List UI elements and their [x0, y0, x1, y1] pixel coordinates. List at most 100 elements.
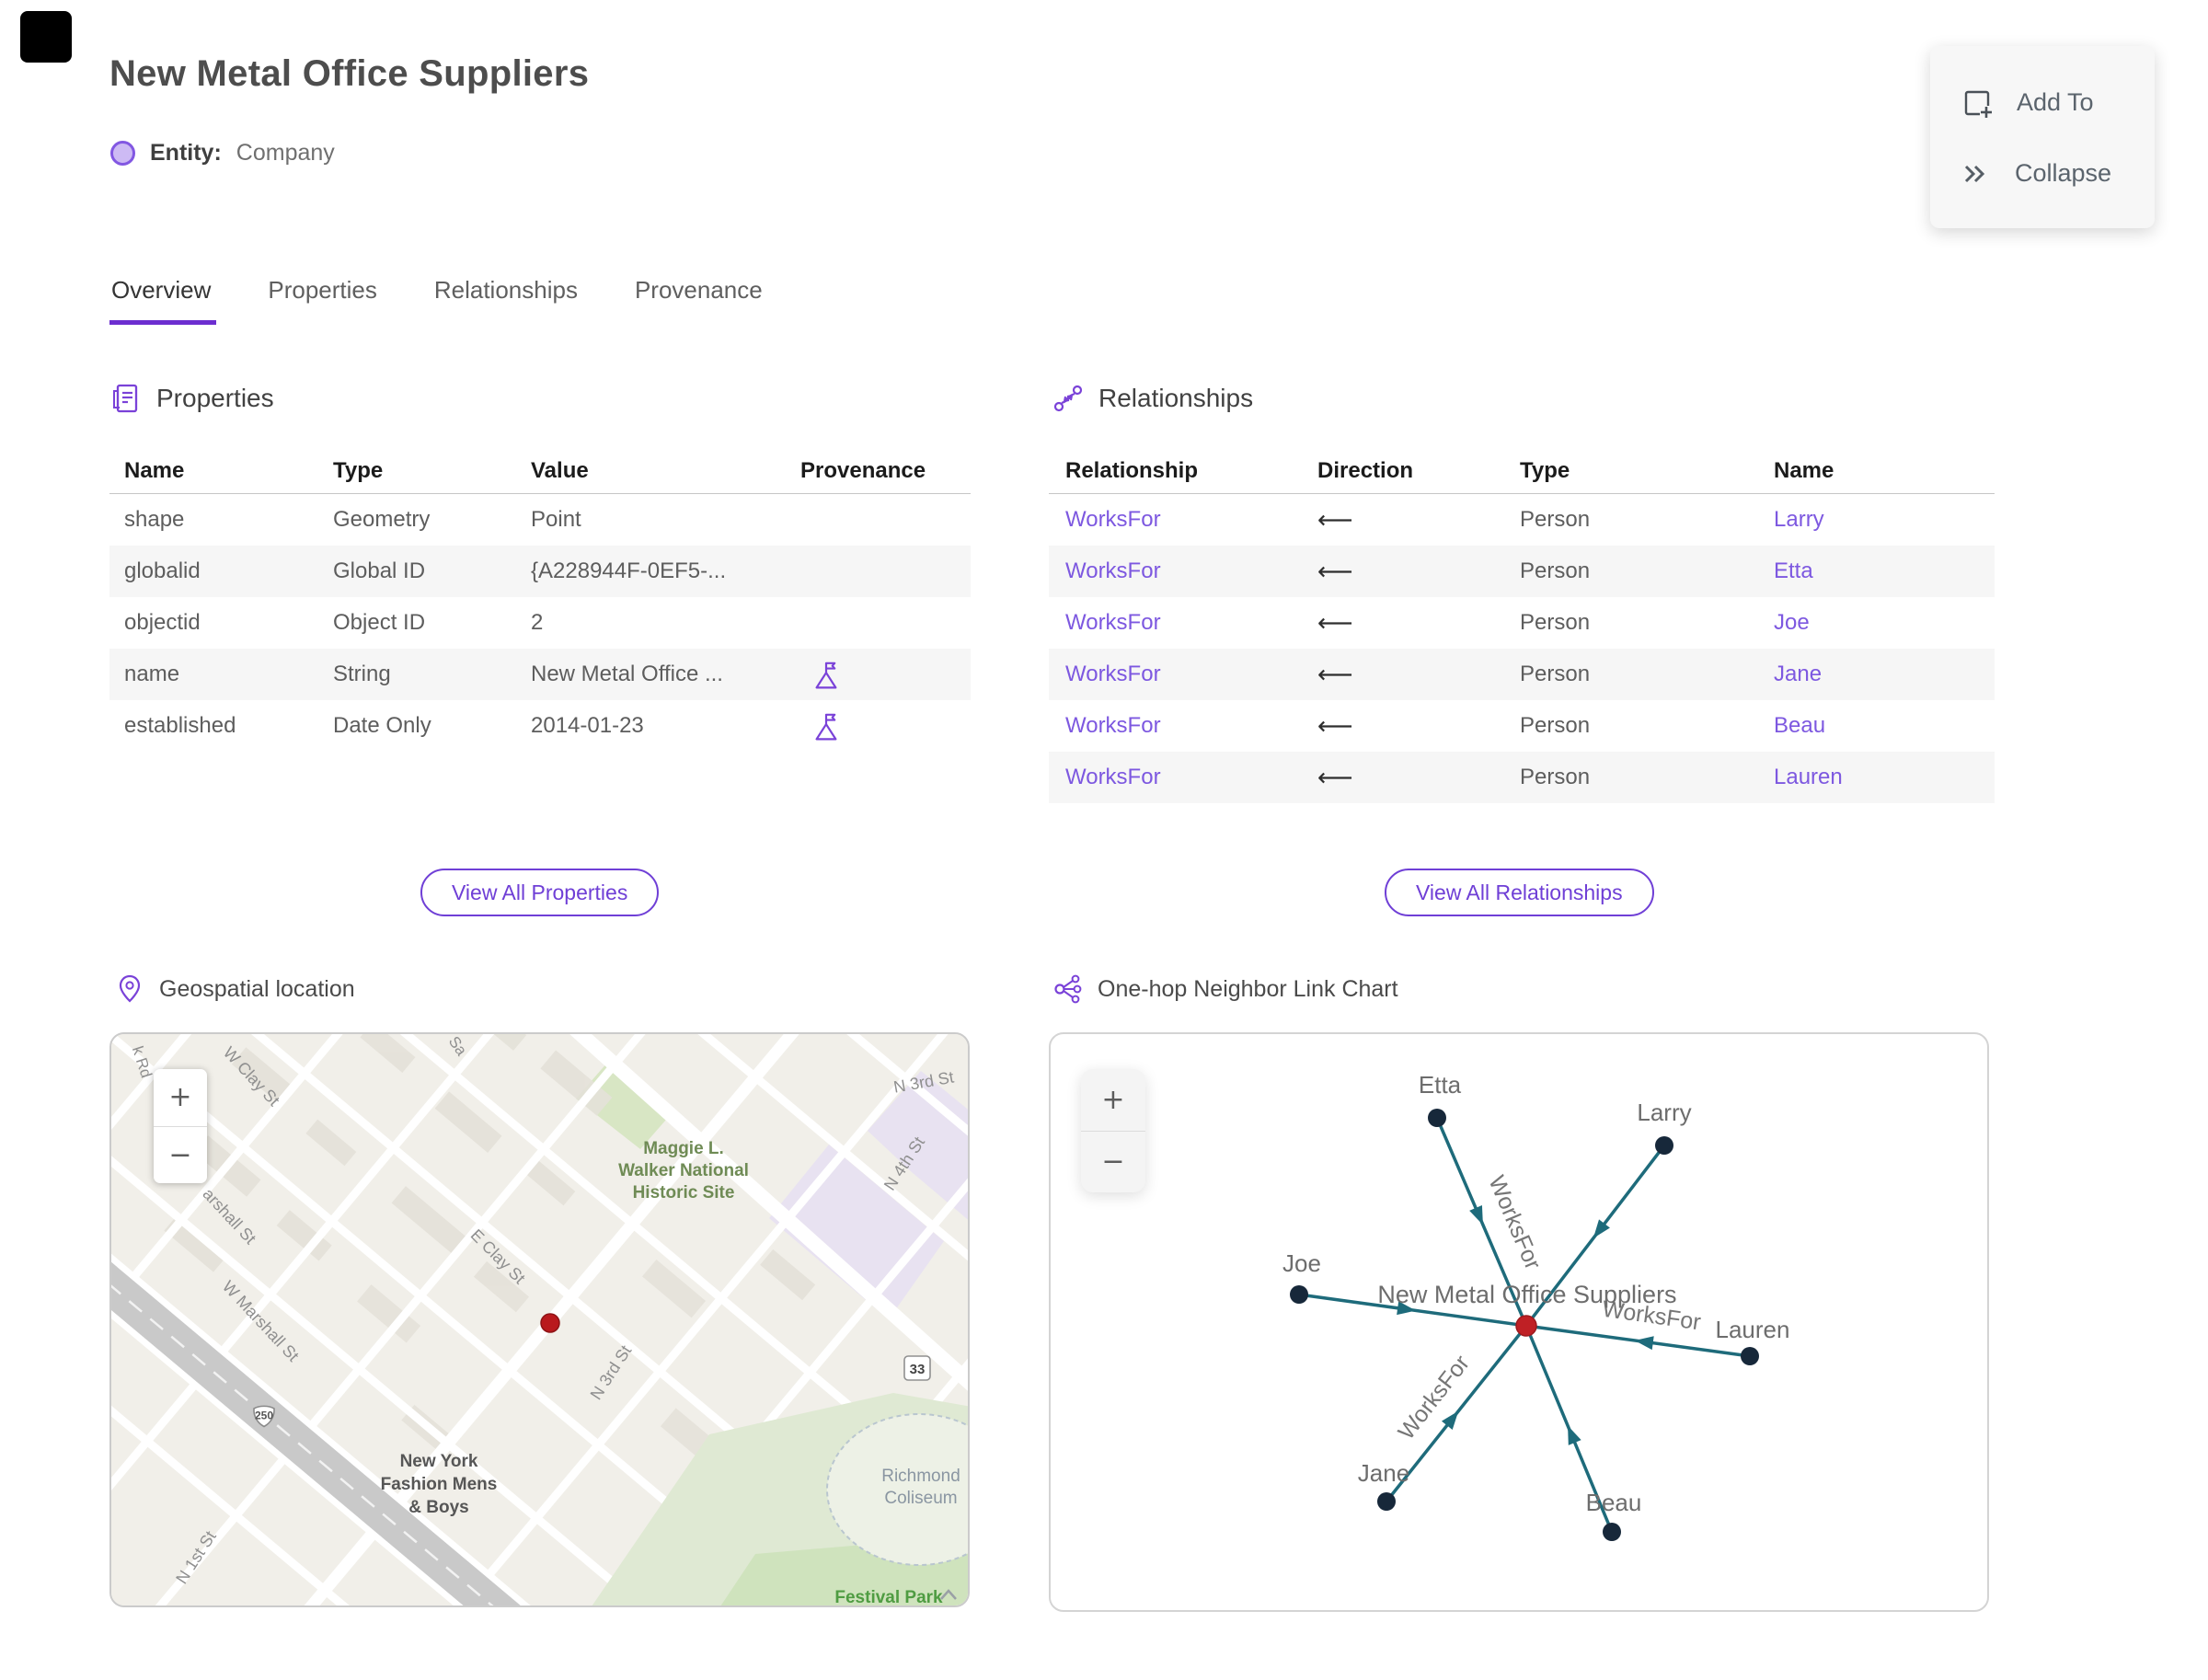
collapse-button[interactable]: Collapse	[1961, 159, 2155, 188]
entity-link[interactable]: Beau	[1774, 713, 1826, 738]
svg-text:Walker National: Walker National	[618, 1161, 749, 1180]
chart-zoom-control: + −	[1081, 1069, 1145, 1192]
entity-label: Entity:	[150, 140, 222, 166]
property-type: Geometry	[333, 507, 431, 532]
relationships-table: Relationship Direction Type Name WorksFo…	[1049, 448, 1995, 803]
col-name: Name	[124, 457, 185, 483]
graph-node[interactable]	[1377, 1492, 1396, 1511]
link-chart[interactable]: WorksFor WorksFor WorksFor New Metal Office…	[1049, 1032, 1989, 1612]
tab-properties[interactable]: Properties	[268, 276, 377, 304]
node-label: Lauren	[1716, 1316, 1790, 1343]
map-zoom-in-button[interactable]: +	[168, 1081, 192, 1114]
relationship-row: WorksFor ⟵ Person Etta	[1049, 546, 1995, 597]
edge-arrowhead	[1634, 1336, 1654, 1351]
property-name: name	[124, 662, 180, 686]
property-value: 2	[531, 610, 544, 635]
entity-link[interactable]: Etta	[1774, 558, 1813, 583]
relationship-link[interactable]: WorksFor	[1065, 558, 1161, 583]
geospatial-map[interactable]: k Rd W Clay St Sa arshall St W Marshall St E …	[109, 1032, 970, 1607]
property-row: established Date Only 2014-01-23	[109, 700, 971, 752]
relationship-link[interactable]: WorksFor	[1065, 507, 1161, 532]
graph-node[interactable]	[1741, 1347, 1759, 1365]
tab-relationships[interactable]: Relationships	[433, 276, 578, 304]
map-pin-icon	[119, 974, 141, 1003]
property-row: shape Geometry Point	[109, 494, 971, 546]
property-name: shape	[124, 507, 185, 532]
view-all-properties-button[interactable]: View All Properties	[420, 869, 660, 916]
svg-text:Historic Site: Historic Site	[633, 1183, 735, 1202]
entity-link[interactable]: Jane	[1774, 662, 1823, 686]
property-type: Object ID	[333, 610, 426, 635]
property-row: objectid Object ID 2	[109, 597, 971, 649]
entity-link[interactable]: Lauren	[1774, 765, 1843, 789]
provenance-flag-icon[interactable]	[812, 660, 840, 690]
link-chart-icon	[1054, 974, 1082, 1004]
relationship-row: WorksFor ⟵ Person Beau	[1049, 700, 1995, 752]
attribution-chevron-icon[interactable]	[937, 1587, 960, 1602]
svg-text:Festival Park: Festival Park	[834, 1588, 943, 1607]
geospatial-section-title: Geospatial location	[159, 975, 355, 1002]
node-label: Joe	[1282, 1249, 1321, 1277]
relationship-link[interactable]: WorksFor	[1065, 610, 1161, 635]
chart-zoom-out-button[interactable]: −	[1081, 1130, 1145, 1193]
double-chevron-right-icon	[1964, 165, 1985, 182]
collapse-label: Collapse	[2015, 159, 2112, 188]
col-type: Type	[1520, 457, 1570, 483]
properties-table: Name Type Value Provenance shape Geometr…	[109, 448, 971, 752]
tab-provenance[interactable]: Provenance	[634, 276, 763, 304]
relationship-type: Person	[1520, 507, 1591, 532]
property-name: globalid	[124, 558, 201, 583]
relationships-table-header: Relationship Direction Type Name	[1049, 448, 1995, 494]
edge-label: WorksFor	[1393, 1351, 1474, 1444]
relationship-type: Person	[1520, 713, 1591, 738]
entity-type-icon	[110, 141, 135, 166]
relationship-row: WorksFor ⟵ Person Larry	[1049, 494, 1995, 546]
action-menu: Add To Collapse	[1930, 46, 2155, 228]
relationship-link[interactable]: WorksFor	[1065, 713, 1161, 738]
node-label: Jane	[1358, 1459, 1409, 1487]
street-grid	[111, 1034, 968, 1605]
relationship-link[interactable]: WorksFor	[1065, 765, 1161, 789]
graph-node[interactable]	[1428, 1109, 1446, 1127]
properties-table-header: Name Type Value Provenance	[109, 448, 971, 494]
center-node-label: New Metal Office Suppliers	[1377, 1281, 1676, 1308]
edge-arrowhead	[1397, 1301, 1416, 1316]
svg-text:33: 33	[910, 1362, 926, 1377]
relationship-type: Person	[1520, 610, 1591, 635]
relationship-type: Person	[1520, 558, 1591, 583]
property-row: globalid Global ID {A228944F-0EF5-...	[109, 546, 971, 597]
graph-node[interactable]	[1655, 1136, 1673, 1155]
entity-type-value: Company	[236, 140, 335, 166]
edge-arrowhead	[1441, 1410, 1459, 1430]
page-title: New Metal Office Suppliers	[109, 53, 590, 94]
relationships-icon	[1053, 385, 1083, 412]
direction-arrow: ⟵	[1317, 711, 1353, 741]
col-value: Value	[531, 457, 589, 483]
svg-text:Fashion Mens: Fashion Mens	[381, 1475, 498, 1494]
center-graph-node[interactable]	[1515, 1315, 1537, 1337]
view-all-relationships-button[interactable]: View All Relationships	[1385, 869, 1654, 916]
relationship-row: WorksFor ⟵ Person Jane	[1049, 649, 1995, 700]
entity-link[interactable]: Larry	[1774, 507, 1824, 532]
link-chart-section-header: One-hop Neighbor Link Chart	[1052, 973, 1398, 1005]
relationship-row: WorksFor ⟵ Person Lauren	[1049, 752, 1995, 803]
chart-zoom-in-button[interactable]: +	[1101, 1083, 1125, 1116]
graph-node[interactable]	[1290, 1285, 1308, 1304]
svg-text:& Boys: & Boys	[408, 1498, 468, 1517]
provenance-flag-icon[interactable]	[812, 711, 840, 742]
property-type: Date Only	[333, 713, 431, 738]
property-value: 2014-01-23	[531, 713, 644, 738]
property-type: String	[333, 662, 391, 686]
main-road	[569, 1034, 968, 1391]
map-zoom-out-button[interactable]: −	[154, 1125, 207, 1184]
svg-text:250: 250	[255, 1410, 273, 1422]
tab-overview[interactable]: Overview	[109, 272, 217, 325]
entity-link[interactable]: Joe	[1774, 610, 1810, 635]
graph-node[interactable]	[1603, 1523, 1621, 1541]
relationship-link[interactable]: WorksFor	[1065, 662, 1161, 686]
svg-text:New York: New York	[400, 1452, 478, 1471]
link-chart-section-title: One-hop Neighbor Link Chart	[1098, 975, 1398, 1002]
properties-section-title: Properties	[156, 384, 274, 412]
add-to-button[interactable]: Add To	[1961, 86, 2155, 120]
